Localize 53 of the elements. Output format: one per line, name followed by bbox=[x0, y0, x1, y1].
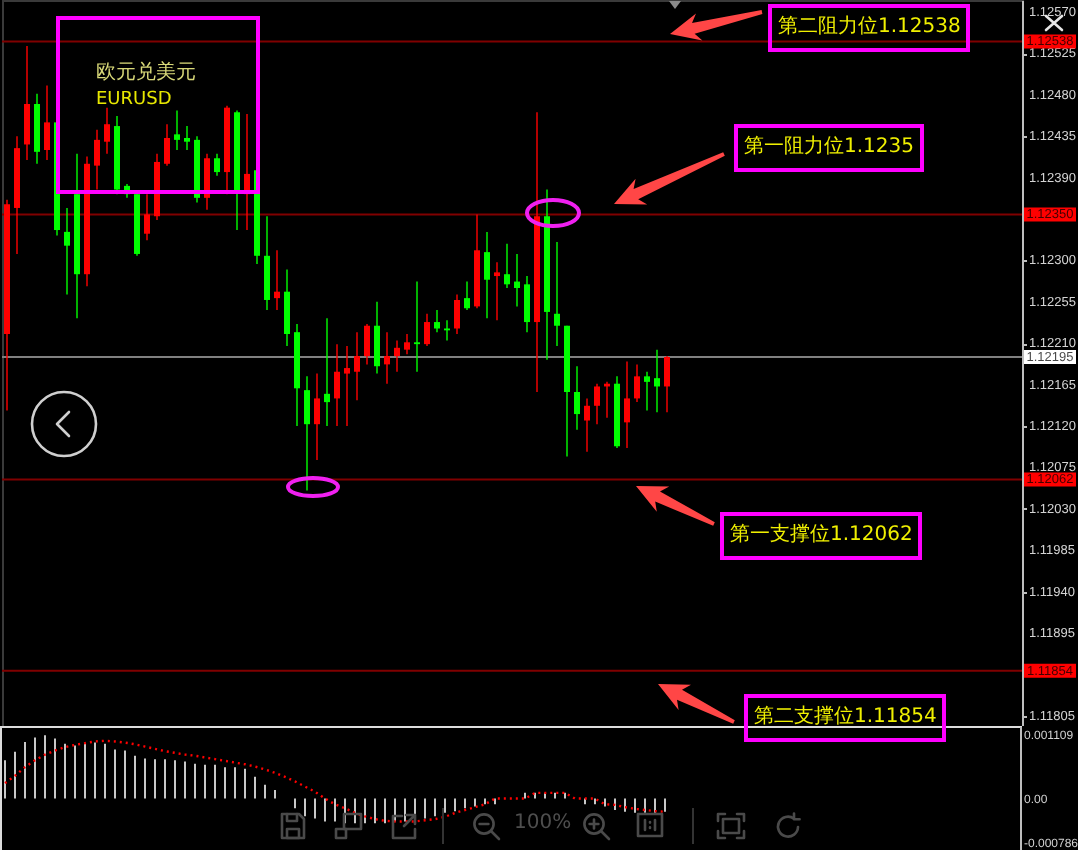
candlestick bbox=[464, 280, 470, 312]
candlestick bbox=[444, 319, 450, 342]
candlestick bbox=[494, 261, 500, 322]
candlestick bbox=[184, 125, 190, 151]
candlestick bbox=[274, 249, 280, 312]
candlestick bbox=[354, 331, 360, 402]
annotation: 第一阻力位1.1235 bbox=[734, 124, 924, 173]
candlestick bbox=[34, 92, 40, 165]
candlestick bbox=[374, 300, 380, 375]
candlestick bbox=[344, 344, 350, 428]
candlestick bbox=[404, 333, 410, 356]
candlestick bbox=[434, 309, 440, 334]
candlestick bbox=[364, 322, 370, 366]
candlestick bbox=[664, 355, 670, 414]
candlestick bbox=[484, 230, 490, 320]
candlestick bbox=[324, 317, 330, 428]
candlestick bbox=[214, 152, 220, 177]
candlestick bbox=[424, 312, 430, 347]
candlestick bbox=[314, 372, 320, 462]
annotation: 第二支撑位1.11854 bbox=[744, 694, 947, 743]
candlestick bbox=[414, 280, 420, 373]
candlestick bbox=[204, 152, 210, 211]
candlestick bbox=[334, 343, 340, 428]
candlestick bbox=[284, 268, 290, 347]
annotation: 第二阻力位1.12538 bbox=[768, 3, 971, 52]
candlestick bbox=[574, 365, 580, 431]
candlestick bbox=[44, 84, 50, 162]
candlestick bbox=[594, 382, 600, 426]
candlestick bbox=[584, 397, 590, 453]
candlestick bbox=[264, 215, 270, 312]
text: 欧元兑美元 bbox=[96, 62, 196, 86]
candlestick bbox=[504, 242, 510, 290]
candlestick bbox=[384, 331, 390, 385]
candlestick bbox=[524, 275, 530, 334]
candlestick bbox=[94, 128, 100, 191]
candlestick bbox=[104, 106, 110, 155]
candlestick bbox=[554, 241, 560, 347]
candlestick bbox=[164, 123, 170, 167]
candlestick bbox=[624, 360, 630, 450]
candlestick bbox=[514, 252, 520, 308]
candlestick bbox=[634, 363, 640, 404]
candlestick bbox=[654, 348, 660, 414]
candlestick bbox=[24, 45, 30, 162]
candlestick bbox=[64, 206, 70, 296]
annotation: 100% bbox=[514, 812, 572, 836]
text: EURUSD bbox=[96, 90, 172, 110]
candlestick bbox=[304, 375, 310, 492]
candlestick bbox=[454, 293, 460, 336]
candlestick bbox=[144, 193, 150, 242]
candlestick bbox=[174, 109, 180, 151]
candlestick bbox=[644, 370, 650, 412]
candlestick bbox=[394, 339, 400, 373]
annotation: 第一支撑位1.12062 bbox=[720, 511, 923, 560]
